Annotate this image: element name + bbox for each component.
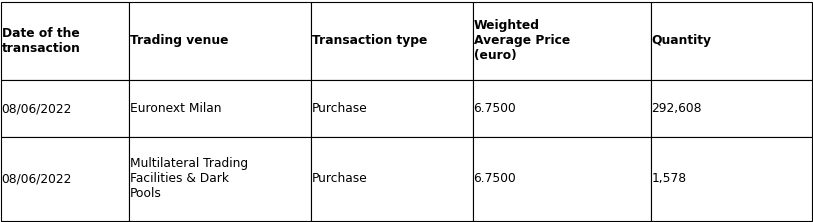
Text: Date of the
transaction: Date of the transaction bbox=[2, 27, 80, 55]
Bar bbox=[311, 2, 472, 80]
Text: Quantity: Quantity bbox=[651, 34, 711, 48]
Bar bbox=[472, 80, 650, 137]
Text: Weighted
Average Price
(euro): Weighted Average Price (euro) bbox=[473, 19, 570, 62]
Bar bbox=[472, 2, 650, 80]
Text: Multilateral Trading
Facilities & Dark
Pools: Multilateral Trading Facilities & Dark P… bbox=[130, 157, 248, 200]
Bar bbox=[1, 80, 129, 137]
Bar bbox=[129, 137, 311, 220]
Bar bbox=[472, 137, 650, 220]
Bar bbox=[129, 2, 311, 80]
Text: 292,608: 292,608 bbox=[651, 102, 702, 115]
Bar bbox=[1, 2, 129, 80]
Bar bbox=[650, 80, 812, 137]
Bar bbox=[650, 137, 812, 220]
Text: 1,578: 1,578 bbox=[651, 172, 687, 185]
Text: Purchase: Purchase bbox=[312, 172, 367, 185]
Bar bbox=[650, 2, 812, 80]
Bar bbox=[129, 80, 311, 137]
Bar bbox=[311, 137, 472, 220]
Text: 08/06/2022: 08/06/2022 bbox=[2, 172, 72, 185]
Text: Transaction type: Transaction type bbox=[312, 34, 428, 48]
Text: 08/06/2022: 08/06/2022 bbox=[2, 102, 72, 115]
Text: Purchase: Purchase bbox=[312, 102, 367, 115]
Text: Trading venue: Trading venue bbox=[130, 34, 228, 48]
Bar bbox=[1, 137, 129, 220]
Text: 6.7500: 6.7500 bbox=[473, 172, 516, 185]
Text: 6.7500: 6.7500 bbox=[473, 102, 516, 115]
Bar bbox=[311, 80, 472, 137]
Text: Euronext Milan: Euronext Milan bbox=[130, 102, 221, 115]
